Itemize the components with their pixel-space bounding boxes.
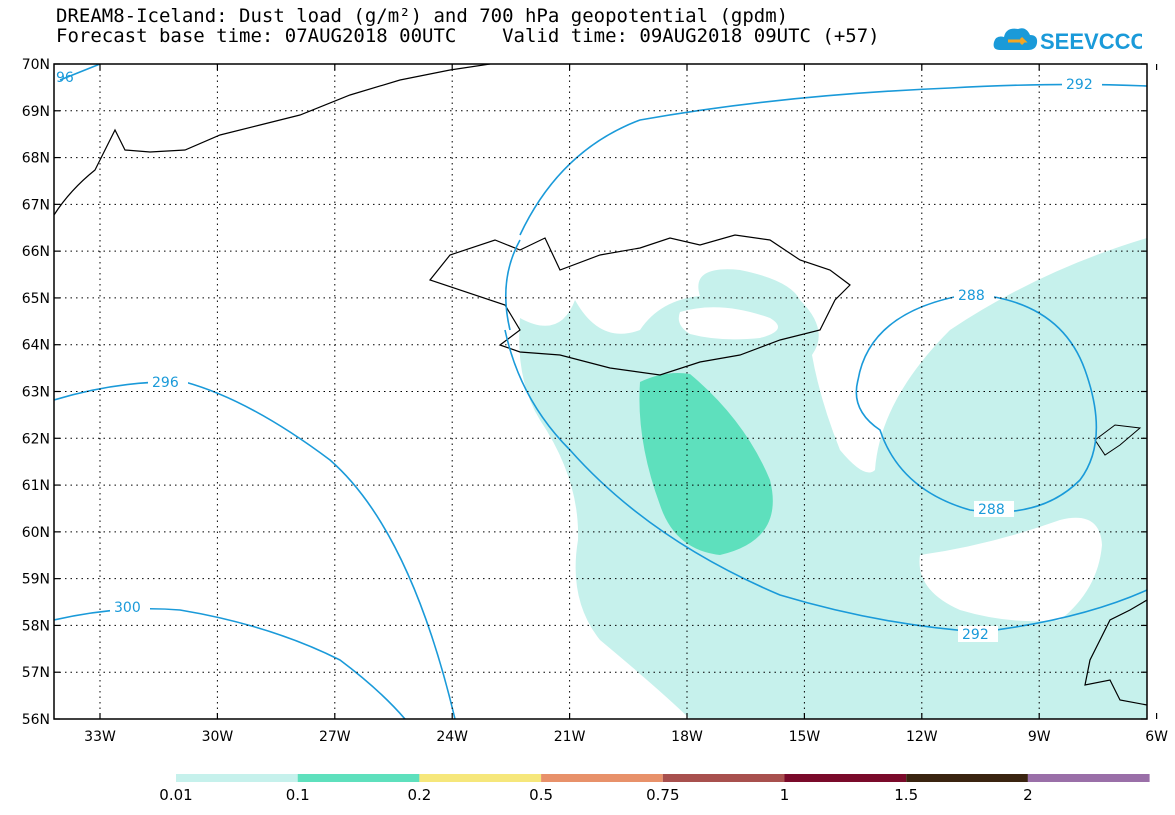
chart-subtitle: Forecast base time: 07AUG2018 00UTC Vali… <box>56 25 880 47</box>
dust-region-low <box>519 238 1147 719</box>
legend-swatch <box>419 774 542 782</box>
map-canvas: 292 296 288 288 300 292 96 70N 69N 68N 67N 6… <box>22 57 1168 745</box>
lon-label: 6W <box>1145 729 1168 745</box>
lon-label: 27W <box>319 729 351 745</box>
lon-label: 30W <box>202 729 234 745</box>
contour-label-96-edge: 96 <box>56 70 74 86</box>
legend-label: 0.75 <box>646 786 679 804</box>
contour-label-288-top: 288 <box>958 288 985 304</box>
lat-label: 67N <box>22 197 50 213</box>
lat-label: 66N <box>22 244 50 260</box>
dust-hole-iceland <box>678 307 778 340</box>
contour-label-300: 300 <box>114 600 141 616</box>
lon-label: 21W <box>554 729 586 745</box>
coastline-scotland <box>1084 599 1147 706</box>
contour-label-296: 296 <box>152 375 179 391</box>
contour-292 <box>59 64 1147 633</box>
lat-label: 65N <box>22 291 50 307</box>
lon-label: 24W <box>436 729 468 745</box>
chart-title: DREAM8-Iceland: Dust load (g/m²) and 700… <box>56 5 789 27</box>
legend-swatch <box>662 774 785 782</box>
contour-label-288-bottom: 288 <box>978 502 1005 518</box>
lon-label: 18W <box>671 729 703 745</box>
contour-label-292-top: 292 <box>1066 77 1093 93</box>
legend-label: 0.5 <box>529 786 553 804</box>
legend-swatch <box>297 774 420 782</box>
lat-label: 60N <box>22 525 50 541</box>
legend-swatch <box>541 774 663 782</box>
contour-label-292-bottom: 292 <box>962 627 989 643</box>
lon-label: 9W <box>1028 729 1051 745</box>
lat-label: 64N <box>22 338 50 354</box>
legend-label: 2 <box>1023 786 1033 804</box>
lat-label: 69N <box>22 104 50 120</box>
legend-label: 1 <box>780 786 790 804</box>
legend-label: 0.2 <box>407 786 431 804</box>
lat-label: 59N <box>22 572 50 588</box>
logo-text: SEEVCCC <box>1040 29 1142 54</box>
legend-label: 1.5 <box>894 786 918 804</box>
lat-label: 68N <box>22 151 50 167</box>
legend-swatch <box>784 774 907 782</box>
color-legend: 0.01 0.1 0.2 0.5 0.75 1 1.5 2 <box>159 774 1150 804</box>
legend-swatch <box>176 774 298 782</box>
lon-label: 12W <box>906 729 938 745</box>
lat-label: 62N <box>22 431 50 447</box>
lon-label: 15W <box>789 729 821 745</box>
lat-label: 56N <box>22 712 50 728</box>
coastline-greenland <box>54 64 491 216</box>
legend-swatch <box>1027 774 1150 782</box>
lat-label: 61N <box>22 478 50 494</box>
legend-swatch <box>906 774 1028 782</box>
seevccc-logo: SEEVCCC <box>993 28 1142 54</box>
dust-region-mid <box>639 373 773 555</box>
lat-label: 70N <box>22 57 50 73</box>
cloud-arrow-logo-icon <box>993 28 1038 50</box>
coastline-iceland <box>428 234 851 376</box>
contour-296 <box>54 381 456 719</box>
lat-label: 58N <box>22 618 50 634</box>
legend-label: 0.01 <box>159 786 192 804</box>
lat-label: 57N <box>22 665 50 681</box>
coastline-faroes <box>1094 424 1142 456</box>
legend-label: 0.1 <box>286 786 310 804</box>
dust-hole-south <box>919 517 1102 622</box>
lon-label: 33W <box>84 729 116 745</box>
lat-label: 63N <box>22 385 50 401</box>
